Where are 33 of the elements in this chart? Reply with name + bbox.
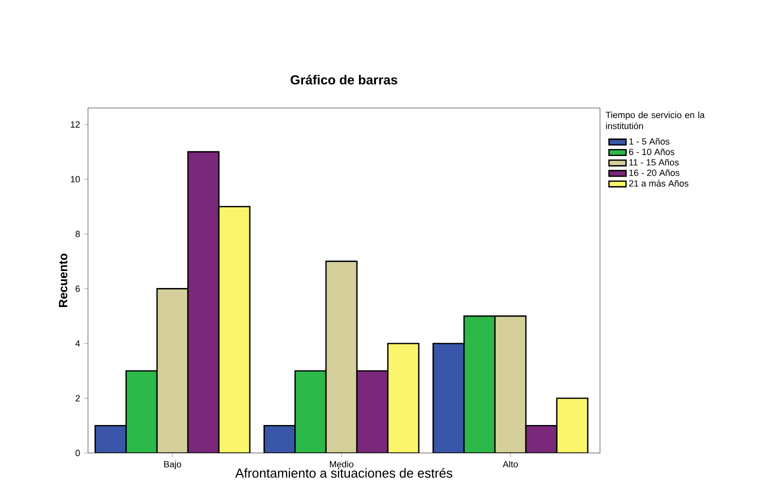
- bar: [95, 426, 126, 453]
- bar: [218, 206, 250, 453]
- legend-label: 6 - 10 Años: [629, 148, 674, 156]
- x-axis-title: Afrontamiento a situaciones de estrés: [235, 468, 452, 478]
- legend-label: 16 - 20 Años: [629, 169, 680, 176]
- x-tick-label: Medio: [330, 460, 354, 468]
- y-tick-label: 8: [76, 230, 80, 238]
- legend-title: Tiempo de servicio en la institutión: [606, 112, 705, 130]
- bar: [264, 426, 296, 453]
- bar: [556, 398, 588, 453]
- x-tick-label: Bajo: [164, 460, 182, 470]
- x-tick-label: Alto: [502, 460, 518, 468]
- legend-label: 11 - 15 Años: [629, 158, 679, 166]
- y-tick-label: 6: [76, 286, 80, 292]
- y-tick-label: 12: [70, 121, 80, 128]
- chart-title: Gráfico de barras: [290, 74, 398, 84]
- y-axis-title: Recuento: [58, 254, 68, 308]
- y-tick-label: 2: [76, 395, 80, 402]
- bar: [326, 261, 357, 453]
- bar: [126, 370, 158, 453]
- legend-label: 21 a más Años: [629, 180, 688, 187]
- bar: [157, 288, 188, 453]
- bar: [188, 152, 219, 453]
- bar: [388, 343, 419, 453]
- legend-label: 1 - 5 Años: [629, 138, 670, 145]
- y-tick-label: 0: [76, 450, 80, 456]
- y-tick-label: 4: [75, 340, 80, 347]
- bar: [295, 370, 326, 453]
- y-tick-label: 10: [70, 176, 80, 182]
- bar: [432, 342, 465, 453]
- bar: [463, 315, 496, 453]
- bar: [356, 370, 388, 453]
- bar: [525, 424, 558, 453]
